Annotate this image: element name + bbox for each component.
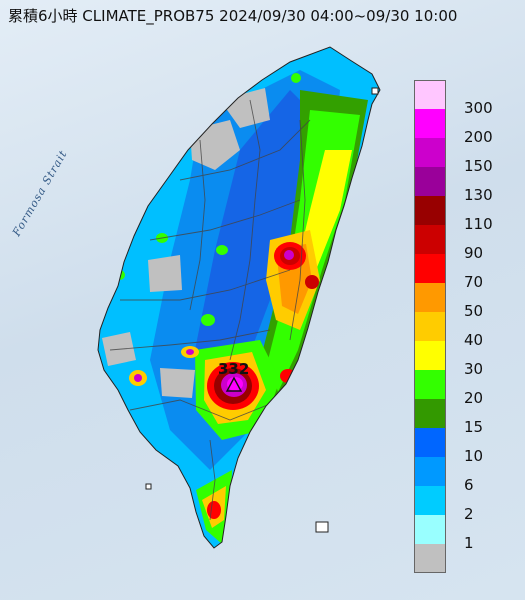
legend-label: 130 <box>464 186 493 204</box>
legend-swatch <box>414 283 446 312</box>
north-cell-2 <box>216 245 228 255</box>
legend-swatch <box>414 109 446 138</box>
grey-patch-5 <box>160 368 195 398</box>
grey-patch-3 <box>148 255 182 292</box>
liuqiu-island <box>371 87 379 95</box>
west-cell-3 <box>201 314 215 326</box>
peak-marker-icon <box>225 376 243 392</box>
legend-swatch <box>414 457 446 486</box>
legend-label: 200 <box>464 128 493 146</box>
legend-label: 150 <box>464 157 493 175</box>
legend-swatch <box>414 515 446 544</box>
legend-swatch <box>414 428 446 457</box>
legend-label: 20 <box>464 389 484 407</box>
north-cell-1 <box>291 73 301 83</box>
legend-swatch <box>414 225 446 254</box>
legend-swatch <box>414 254 446 283</box>
map-title: 累積6小時 CLIMATE_PROB75 2024/09/30 04:00~09… <box>8 7 458 25</box>
legend-label: 300 <box>464 99 493 117</box>
legend-swatch <box>414 196 446 225</box>
legend-label: 6 <box>464 476 474 494</box>
tip-zone-70 <box>207 501 221 519</box>
legend-swatch <box>414 486 446 515</box>
legend-label: 40 <box>464 331 484 349</box>
legend-label: 90 <box>464 244 484 262</box>
legend-swatch <box>414 167 446 196</box>
east-cell-red <box>305 275 319 289</box>
legend-swatch <box>414 370 446 399</box>
county-boundaries <box>109 99 311 521</box>
orchid-island <box>145 483 152 490</box>
color-legend: 300 200 150 130 110 90 70 50 40 30 20 15 10 6 2 1 <box>414 80 504 573</box>
peak-value-label: 332 <box>218 360 250 378</box>
legend-label: 15 <box>464 418 484 436</box>
legend-label: 10 <box>464 447 484 465</box>
legend-label: 30 <box>464 360 484 378</box>
rain-zone-110 <box>284 250 294 260</box>
legend-label: 2 <box>464 505 474 523</box>
legend-swatch <box>414 312 446 341</box>
rain-zone-10 <box>195 90 320 420</box>
legend-label: 70 <box>464 273 484 291</box>
west-cell-1-core <box>134 374 142 382</box>
legend-swatch <box>414 341 446 370</box>
legend-swatch <box>414 399 446 428</box>
island-outline <box>97 46 381 549</box>
legend-label: 50 <box>464 302 484 320</box>
legend-swatch <box>414 544 446 573</box>
legend-swatch <box>414 138 446 167</box>
legend-label: 1 <box>464 534 474 552</box>
green-island <box>315 521 329 533</box>
west-cell-2-core <box>186 349 194 355</box>
legend-swatch <box>414 80 446 109</box>
legend-label: 110 <box>464 215 493 233</box>
